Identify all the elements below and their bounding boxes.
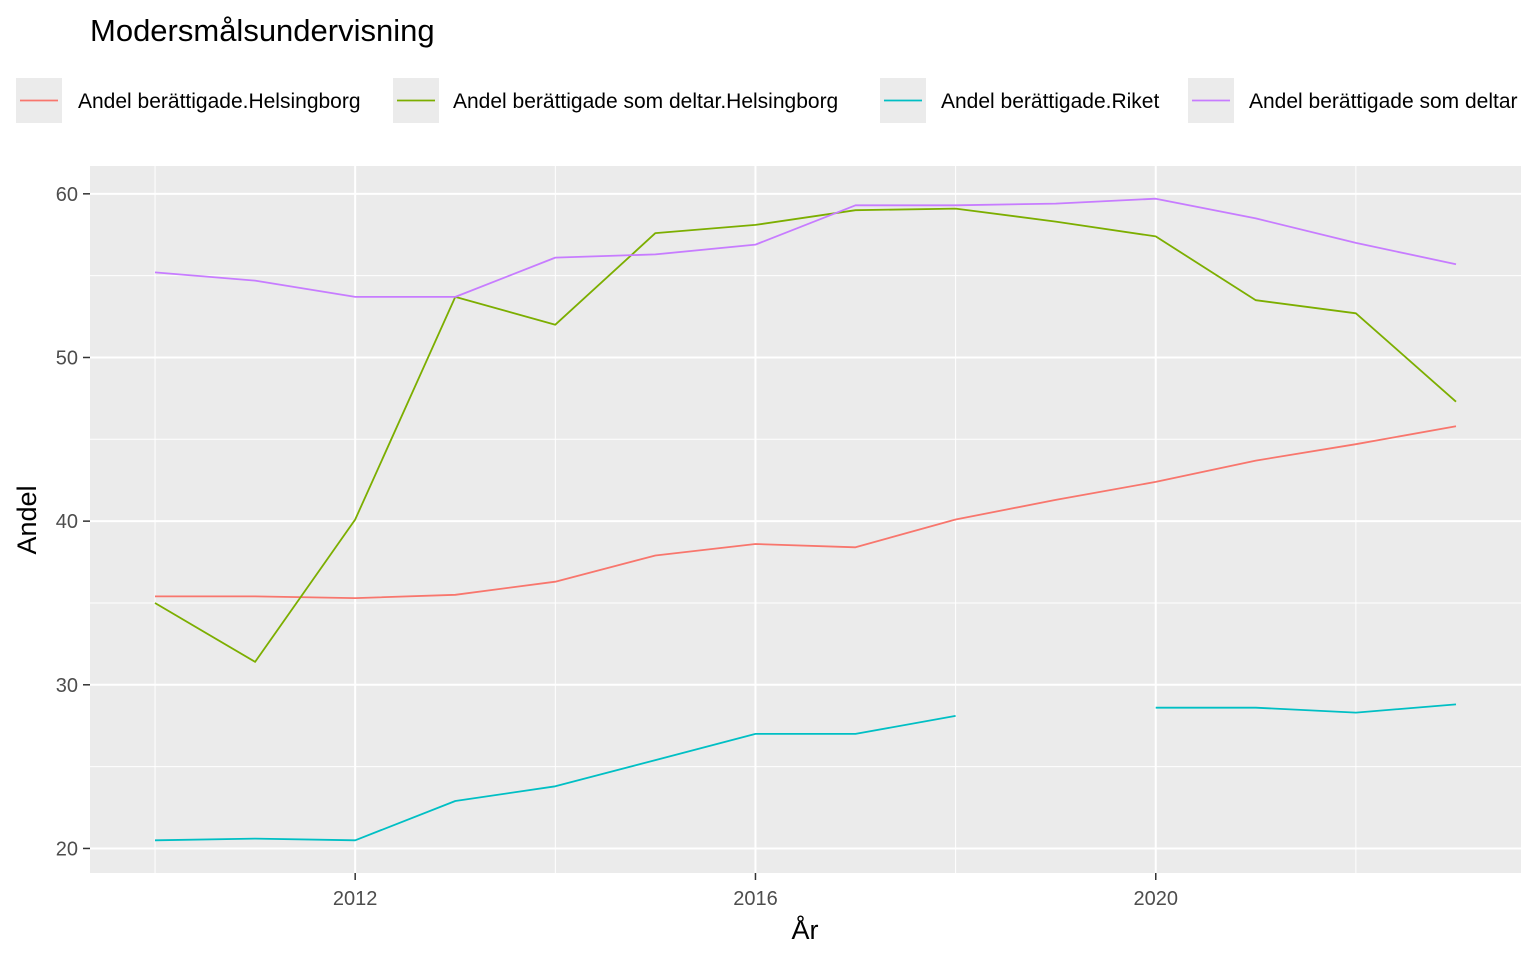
major-gridlines <box>90 166 1521 873</box>
y-tick-label: 40 <box>56 511 78 533</box>
series-line-1 <box>155 425 1457 599</box>
y-axis-title: Andel <box>12 485 42 554</box>
minor-gridlines <box>90 166 1521 873</box>
series-lines <box>154 197 1457 842</box>
plot-panel <box>90 166 1521 873</box>
x-axis: 2012 2016 2020 <box>333 873 1178 910</box>
y-tick-label: 60 <box>56 184 78 206</box>
y-tick-label: 50 <box>56 347 78 369</box>
legend-label: Andel berättigade som deltar.Helsingborg <box>453 90 838 113</box>
legend-label: Andel berättigade som deltar <box>1249 90 1518 113</box>
series-line-3 <box>154 703 1457 842</box>
chart-title: Modersmålsundervisning <box>90 13 435 48</box>
x-tick-label: 2012 <box>333 888 378 910</box>
y-tick-label: 30 <box>56 675 78 697</box>
series-line-4 <box>154 197 1457 298</box>
x-tick-label: 2020 <box>1133 888 1178 910</box>
y-tick-label: 20 <box>56 838 78 860</box>
legend-label: Andel berättigade.Helsingborg <box>78 90 361 113</box>
y-axis: 20 30 40 50 60 <box>56 184 90 860</box>
legend: Andel berättigade.Helsingborg Andel berät… <box>16 78 1518 123</box>
series-line-2 <box>154 207 1457 663</box>
x-tick-label: 2016 <box>733 888 778 910</box>
x-axis-title: År <box>792 914 819 945</box>
legend-label: Andel berättigade.Riket <box>941 90 1159 113</box>
